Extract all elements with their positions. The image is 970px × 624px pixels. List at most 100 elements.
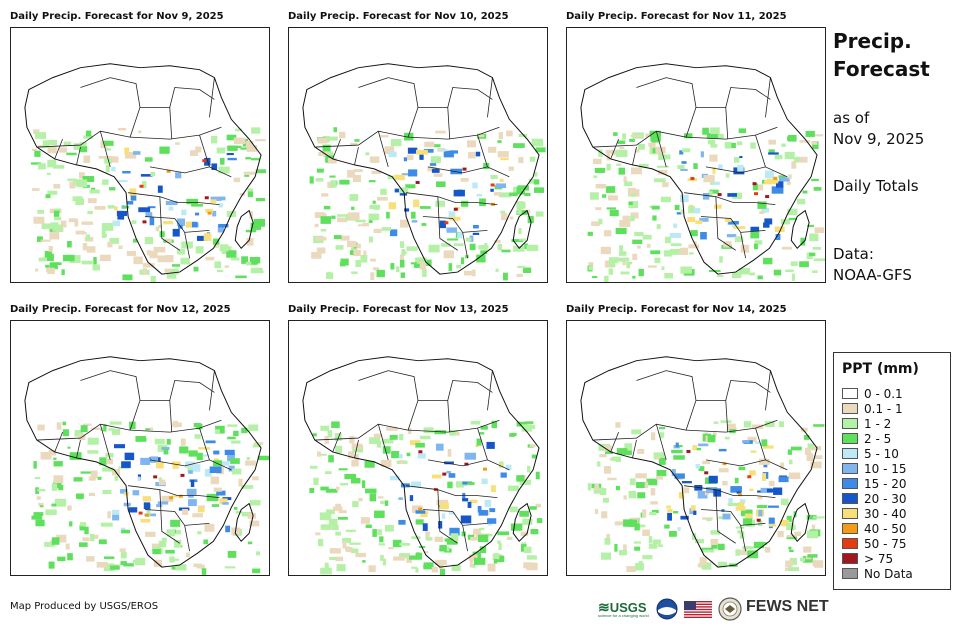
precip-cell: [465, 237, 472, 242]
precip-cell: [616, 163, 622, 166]
precip-cell: [699, 217, 709, 222]
precip-cell: [102, 489, 112, 495]
country-border: [696, 87, 771, 140]
precip-cell: [149, 427, 154, 431]
precip-cell: [739, 155, 743, 159]
country-border: [422, 489, 488, 552]
precip-cell: [449, 216, 461, 221]
precip-cell: [754, 240, 763, 245]
precip-cell: [704, 432, 708, 435]
precip-cell: [778, 476, 789, 483]
precip-cell: [107, 241, 113, 248]
precip-cell: [588, 262, 594, 266]
precip-cell: [679, 150, 684, 155]
precip-cell: [622, 259, 626, 266]
precip-cell: [590, 192, 599, 200]
precip-cell: [655, 475, 664, 480]
precip-cell: [460, 200, 469, 207]
precip-cell: [448, 473, 456, 478]
precip-cell: [727, 193, 737, 197]
precip-cell: [695, 538, 705, 544]
precip-cell: [620, 271, 630, 275]
precip-cell: [33, 216, 45, 224]
precip-cell: [211, 163, 218, 170]
precip-cell: [439, 545, 447, 552]
precip-cell: [224, 265, 229, 268]
precip-cell: [180, 438, 186, 446]
precip-cell: [335, 531, 341, 536]
precip-cell: [126, 250, 137, 256]
precip-cell: [337, 214, 347, 217]
precip-cell: [529, 444, 536, 448]
precip-cell: [431, 474, 442, 479]
precip-cell: [516, 421, 528, 427]
legend-swatch: [842, 523, 858, 534]
precip-cell: [738, 128, 747, 134]
precip-cell: [437, 149, 448, 152]
precip-cell: [677, 527, 681, 532]
precip-cell: [245, 460, 256, 466]
precip-cell: [676, 212, 682, 215]
precip-cell: [384, 500, 389, 506]
precip-cell: [194, 434, 201, 439]
precip-cell: [722, 480, 728, 486]
precip-cell: [609, 261, 616, 268]
precip-cell: [56, 534, 67, 543]
precip-cell: [172, 461, 179, 469]
precip-map: [566, 27, 826, 283]
precip-core: [207, 211, 212, 215]
precip-cell: [491, 485, 496, 493]
precip-cell: [35, 268, 39, 272]
precip-cell: [80, 471, 92, 474]
precip-cell: [124, 147, 130, 155]
precip-core: [139, 184, 144, 188]
precip-cell: [205, 208, 213, 213]
precip-cell: [53, 183, 61, 189]
country-border: [592, 370, 697, 441]
precip-cell: [114, 206, 118, 211]
precip-cell: [49, 262, 58, 270]
precip-cell: [231, 257, 240, 261]
precip-cell: [409, 495, 414, 502]
precip-cell: [710, 181, 714, 185]
precip-cell: [112, 513, 120, 521]
precip-cell: [123, 492, 129, 496]
africa-map-svg: [580, 63, 825, 282]
precip-cell: [480, 250, 488, 255]
precip-cell: [316, 247, 326, 254]
precip-cell: [226, 250, 237, 258]
precip-cell: [463, 270, 476, 276]
precip-cell: [356, 243, 361, 249]
precip-cell: [486, 441, 495, 449]
precip-cell: [386, 426, 398, 431]
precip-cell: [623, 176, 627, 180]
precip-cell: [478, 245, 489, 250]
precip-cell: [98, 155, 109, 159]
precip-cell: [794, 531, 802, 537]
precip-cell: [732, 192, 742, 199]
precip-cell: [197, 531, 202, 535]
precip-cell: [215, 429, 220, 434]
precip-cell: [403, 251, 408, 254]
precip-cell: [678, 491, 685, 499]
precip-cell: [696, 447, 701, 451]
precip-core: [166, 169, 171, 173]
precip-cell: [400, 272, 406, 278]
country-border: [700, 489, 766, 552]
precip-cell: [233, 506, 238, 510]
precip-cell: [250, 158, 261, 161]
precip-cell: [775, 233, 781, 241]
usgs-tagline: science for a changing world: [598, 613, 649, 618]
precip-cell: [622, 215, 630, 224]
precip-cell: [158, 479, 166, 486]
precip-cell: [419, 154, 424, 160]
precip-cell: [45, 264, 50, 268]
precip-cell: [358, 498, 363, 502]
precip-cell: [194, 212, 200, 216]
precip-cell: [87, 450, 99, 454]
precip-cell: [195, 246, 204, 254]
precip-cell: [129, 188, 137, 197]
precip-cell: [245, 141, 254, 148]
precip-cell: [791, 161, 797, 169]
precip-cell: [166, 255, 174, 263]
